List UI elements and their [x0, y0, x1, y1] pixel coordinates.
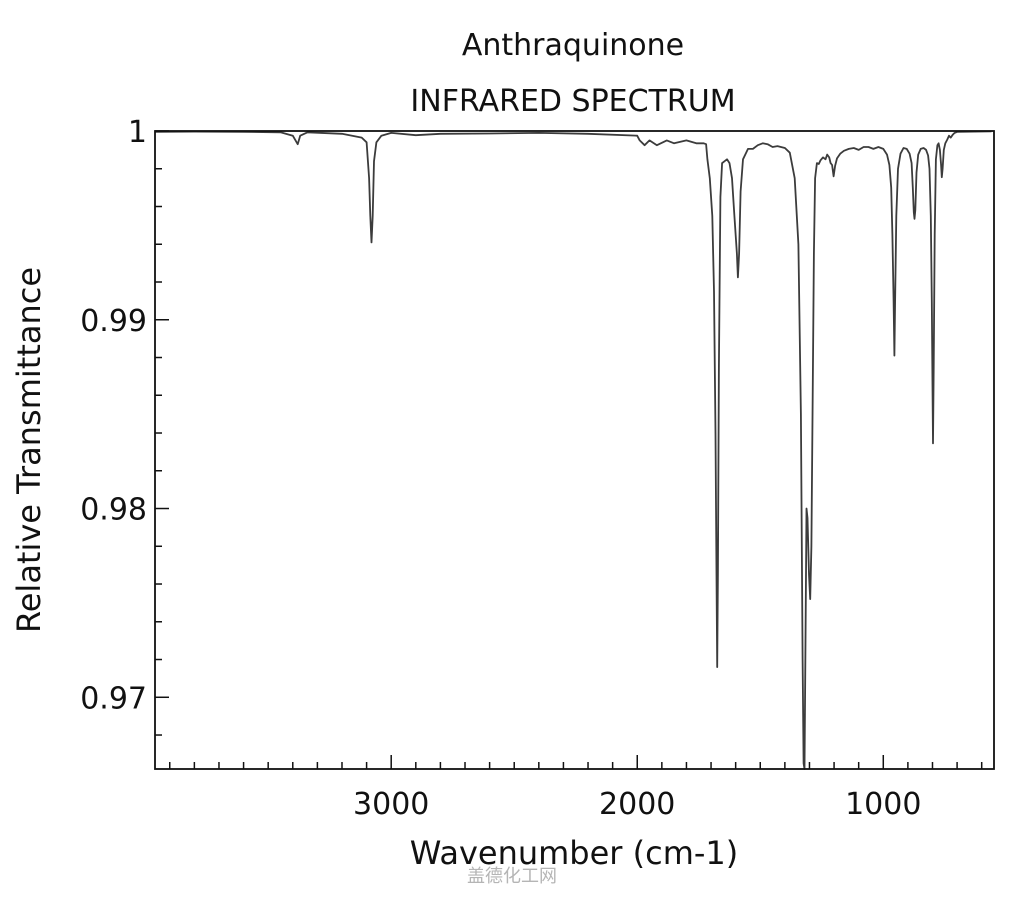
x-tick-label: 3000: [353, 787, 429, 822]
x-tick-label: 1000: [845, 787, 921, 822]
plot-frame: [154, 130, 995, 770]
y-tick-label: 0.98: [80, 493, 147, 528]
y-axis-label: Relative Transmittance: [10, 267, 48, 633]
x-axis-label: Wavenumber (cm-1): [410, 834, 739, 872]
chart-subtitle: INFRARED SPECTRUM: [410, 84, 735, 119]
spectrum-line-0: [154, 130, 992, 770]
x-tick-label: 2000: [599, 787, 675, 822]
chart-title: Anthraquinone: [462, 28, 684, 63]
y-tick-label: 1: [128, 115, 147, 150]
y-tick-label: 0.99: [80, 304, 147, 339]
y-tick-label: 0.97: [80, 681, 147, 716]
watermark-text: 盖德化工网: [467, 866, 557, 887]
